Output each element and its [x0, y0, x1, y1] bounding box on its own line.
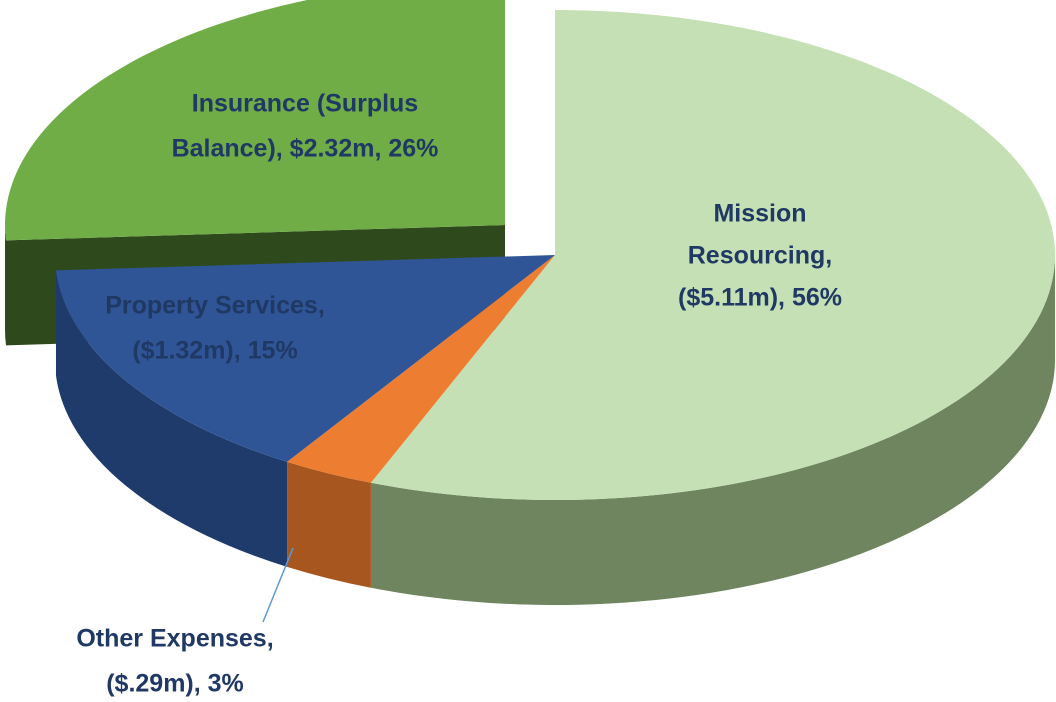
data-label: Other Expenses, — [76, 625, 273, 653]
data-label: Mission — [713, 200, 806, 228]
data-label: Property Services, — [105, 292, 325, 320]
slice-side — [55, 270, 288, 567]
data-label: ($5.11m), 56% — [678, 284, 842, 312]
slice-side — [5, 225, 6, 346]
leader-line — [262, 547, 294, 623]
slice — [287, 255, 555, 483]
data-label: Insurance (Surplus — [192, 90, 418, 118]
slice — [55, 255, 556, 462]
slice — [5, 0, 505, 241]
data-label: ($.29m), 3% — [106, 670, 244, 698]
data-label: ($1.32m), 15% — [132, 337, 297, 365]
slice-side — [287, 461, 371, 588]
data-label: Balance), $2.32m, 26% — [172, 135, 439, 163]
slice-side — [370, 255, 1055, 605]
data-label: Resourcing, — [688, 242, 832, 270]
slice — [370, 10, 1056, 500]
